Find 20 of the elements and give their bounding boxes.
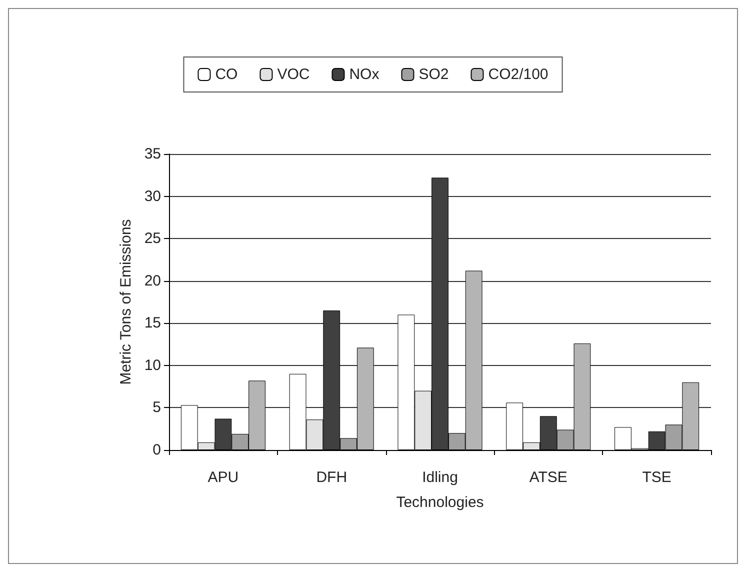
y-tick-label: 20 <box>144 272 161 290</box>
x-tick-label: APU <box>208 469 239 486</box>
y-tick-label: 35 <box>144 146 161 162</box>
x-tick-label: TSE <box>642 469 672 486</box>
y-tick-label: 15 <box>144 314 161 332</box>
legend-label: SO2 <box>418 66 449 83</box>
legend-label: CO <box>215 66 238 83</box>
y-tick-label: 30 <box>144 188 161 205</box>
x-tick-label: Idling <box>422 469 458 486</box>
x-axis-title: Technologies <box>396 494 484 511</box>
legend-label: NOx <box>349 66 380 83</box>
y-tick-label: 25 <box>144 230 161 248</box>
y-axis-title: Metric Tons of Emissions <box>117 219 134 385</box>
x-tick-label: DFH <box>316 469 348 486</box>
y-tick-label: 10 <box>144 356 161 374</box>
y-tick-label: 0 <box>152 442 161 458</box>
legend-label: CO2/100 <box>488 66 548 83</box>
x-tick-label: ATSE <box>529 469 568 486</box>
y-tick-label: 5 <box>152 399 161 416</box>
legend-label: VOC <box>277 66 310 83</box>
